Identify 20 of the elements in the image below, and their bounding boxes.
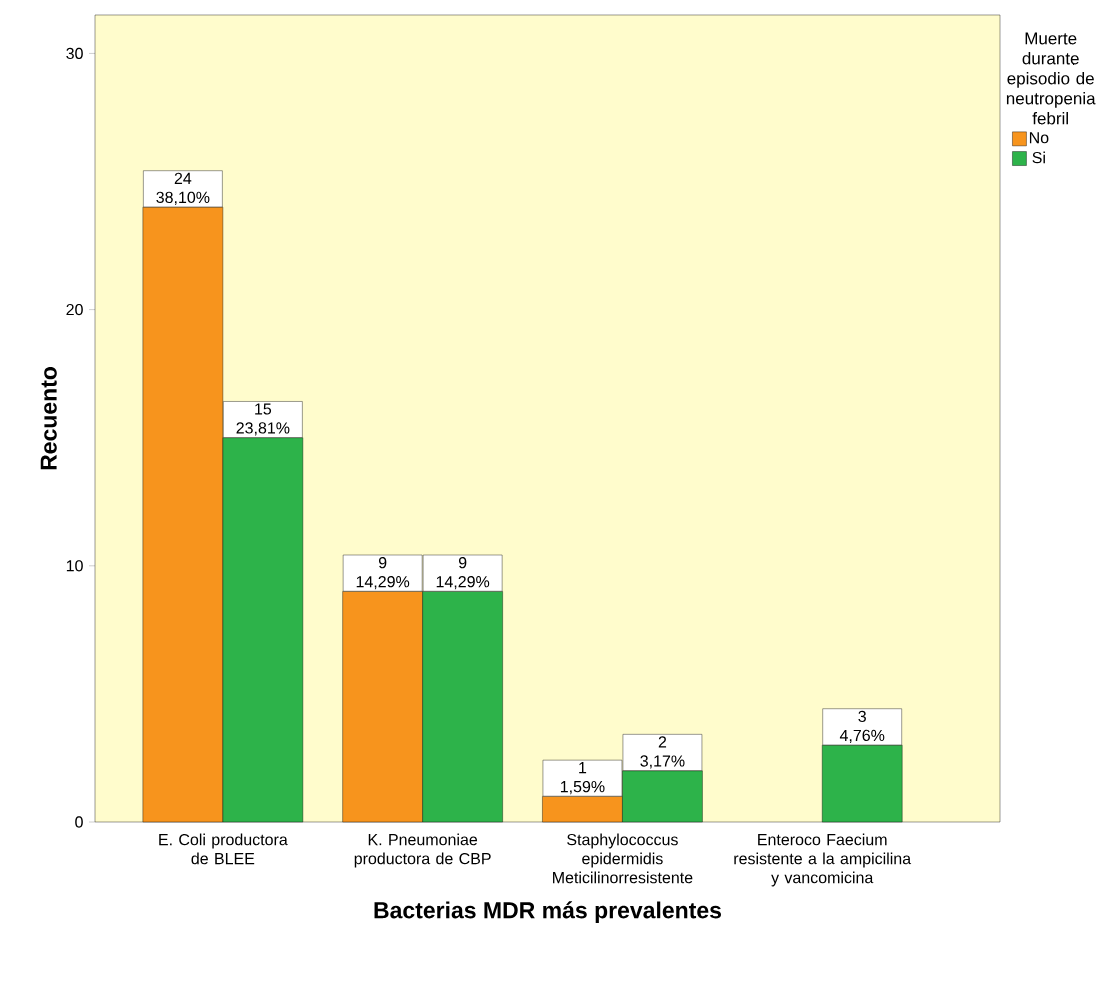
data-label: 1 1,59% xyxy=(560,762,605,795)
y-tick-label: 0 xyxy=(75,816,83,828)
data-label: 24 38,10% xyxy=(156,172,210,205)
y-tick-label: 10 xyxy=(66,560,83,572)
y-axis-title: Recuento xyxy=(40,367,57,470)
x-axis-title: Bacterias MDR más prevalentes xyxy=(374,901,721,923)
x-tick-label: Staphylococcus epidermidis Meticilinorresistente xyxy=(553,833,693,884)
y-tick-label: 30 xyxy=(66,47,83,60)
legend-label: No xyxy=(1029,132,1049,144)
x-tick-label: K. Pneumoniae productora de CBP xyxy=(354,833,491,868)
legend-label: Si xyxy=(1032,151,1045,164)
x-tick-label: E. Coli productora de BLEE xyxy=(159,833,288,865)
data-label: 15 23,81% xyxy=(236,403,290,436)
data-label: 9 14,29% xyxy=(436,557,490,590)
data-label: 2 3,17% xyxy=(640,736,685,769)
data-label: 9 14,29% xyxy=(356,557,410,590)
x-tick-label: Enteroco Faecium resistente a la ampicilina y vancomicina xyxy=(734,833,912,887)
y-tick-label: 20 xyxy=(66,303,83,316)
data-label: 3 4,76% xyxy=(839,710,885,743)
legend-title: Muerte durante episodio de neutropenia febril xyxy=(1006,32,1096,125)
